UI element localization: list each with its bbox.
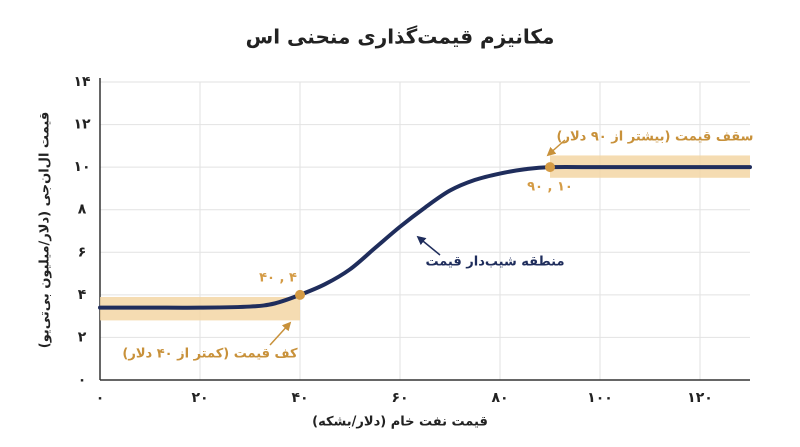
x-tick-label: ۲۰ <box>191 390 208 406</box>
x-tick-label: ۶۰ <box>391 390 408 406</box>
y-tick-label: ۴ <box>78 287 87 303</box>
x-tick-label: ۱۰۰ <box>587 390 613 406</box>
annotation-arrow <box>269 321 292 346</box>
annotation: منطقه شیب‌دار قیمت <box>425 255 564 270</box>
point-label: ۴۰ , ۴ <box>259 270 297 285</box>
y-tick-label: ۸ <box>78 202 87 218</box>
annotation: کف قیمت (کمتر از ۴۰ دلار) <box>122 347 298 362</box>
y-tick-label: ۰ <box>78 372 87 388</box>
x-tick-label: ۱۲۰ <box>687 390 713 406</box>
chart-title: مکانیزم قیمت‌گذاری منحنی اس <box>246 25 555 49</box>
y-axis-label: قیمت ال‌ان‌جی (دلار/میلیون بی‌تی‌یو) <box>38 112 53 348</box>
y-tick-label: ۲ <box>78 329 87 345</box>
x-tick-label: ۰ <box>96 390 105 406</box>
x-tick-label: ۸۰ <box>491 390 508 406</box>
y-tick-label: ۶ <box>78 244 87 260</box>
annotation: سقف قیمت (بیشتر از ۹۰ دلار) <box>557 130 754 145</box>
x-tick-label: ۴۰ <box>291 390 308 406</box>
y-tick-label: ۱۲ <box>73 117 91 133</box>
annotation-arrow <box>416 235 441 256</box>
x-axis-label: قیمت نفت خام (دلار/بشکه) <box>312 415 488 430</box>
y-tick-label: ۱۰ <box>73 159 90 175</box>
key-point <box>545 162 555 173</box>
key-point <box>295 289 305 300</box>
point-label: ۹۰ , ۱۰ <box>527 180 573 195</box>
y-tick-label: ۱۴ <box>73 74 91 90</box>
annotation-arrow <box>546 139 566 157</box>
price-curve <box>98 164 752 310</box>
